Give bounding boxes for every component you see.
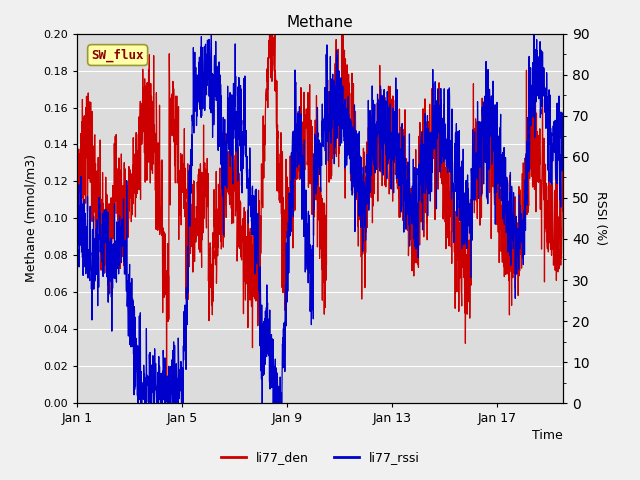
Title: Methane: Methane	[287, 15, 353, 30]
Y-axis label: RSSI (%): RSSI (%)	[593, 192, 607, 245]
X-axis label: Time: Time	[532, 429, 563, 442]
Text: SW_flux: SW_flux	[92, 48, 144, 62]
Y-axis label: Methane (mmol/m3): Methane (mmol/m3)	[24, 155, 38, 282]
Legend: li77_den, li77_rssi: li77_den, li77_rssi	[216, 446, 424, 469]
